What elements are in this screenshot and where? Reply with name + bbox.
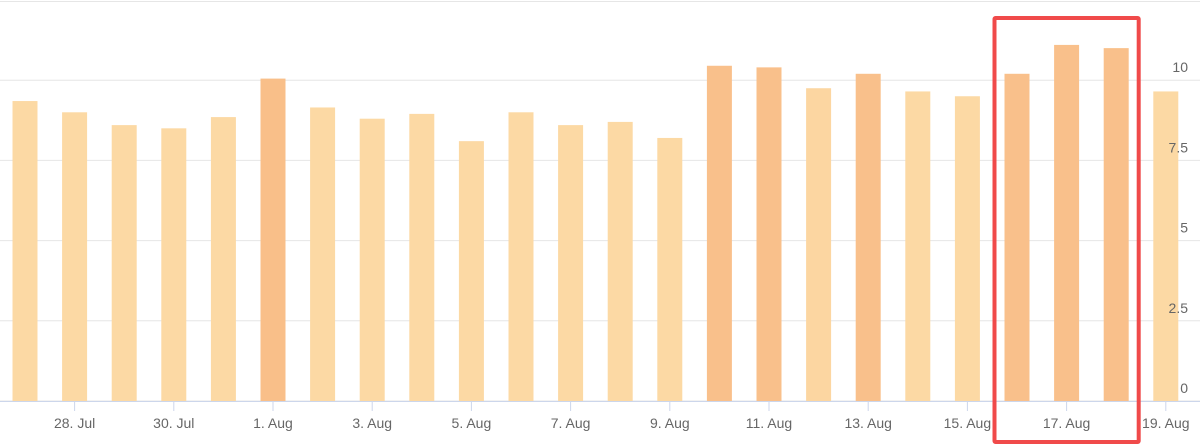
bar (558, 125, 584, 401)
x-tick-label: 28. Jul (54, 415, 95, 431)
x-tick-label: 19. Aug (1142, 415, 1190, 431)
bar (409, 113, 435, 401)
bar (756, 67, 782, 402)
bar (458, 141, 484, 402)
bar (905, 91, 931, 401)
bar (1153, 91, 1179, 401)
bar (111, 125, 137, 401)
x-tick-label: 3. Aug (352, 415, 392, 431)
x-axis: 28. Jul 30. Jul 1. Aug 3. Aug 5. Aug 7. Aug 9.… (0, 401, 1200, 431)
bar (806, 88, 832, 401)
bar (62, 112, 88, 401)
x-tick-label: 30. Jul (153, 415, 194, 431)
x-tick-label: 5. Aug (452, 415, 492, 431)
x-tick-label: 9. Aug (650, 415, 690, 431)
bar (855, 73, 881, 401)
bar (706, 65, 732, 401)
highlight-box (992, 16, 1141, 444)
bar (260, 78, 286, 401)
bar (12, 101, 38, 401)
bar-series (12, 44, 1179, 402)
bar (1054, 44, 1080, 402)
y-tick-label: 10 (1172, 59, 1188, 75)
bar (359, 118, 385, 402)
bar (1004, 73, 1030, 401)
y-axis: 0 2.5 5 7.5 10 (1169, 59, 1189, 396)
y-tick-label: 0 (1180, 380, 1188, 396)
bar (310, 107, 336, 401)
x-tick-label: 7. Aug (551, 415, 591, 431)
highlight-overlay (992, 16, 1141, 444)
bar (210, 117, 236, 401)
x-tick-label: 13. Aug (844, 415, 892, 431)
y-tick-label: 5 (1180, 220, 1188, 236)
y-tick-label: 7.5 (1169, 139, 1189, 155)
bar (1103, 48, 1129, 402)
bar (657, 137, 683, 401)
bar (607, 121, 633, 402)
x-tick-label: 17. Aug (1043, 415, 1091, 431)
y-tick-label: 2.5 (1169, 300, 1189, 316)
x-tick-label: 11. Aug (746, 415, 792, 431)
bar (508, 112, 534, 401)
x-tick-label: 1. Aug (253, 415, 293, 431)
x-tick-label: 15. Aug (944, 415, 992, 431)
bar (161, 128, 187, 401)
bar (954, 96, 980, 402)
